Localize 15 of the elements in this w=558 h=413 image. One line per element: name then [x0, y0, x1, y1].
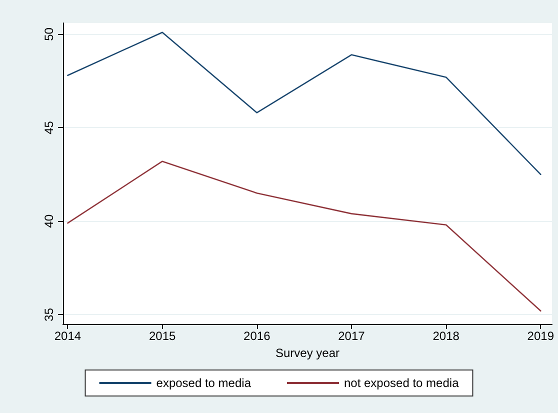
- x-axis-title: Survey year: [275, 346, 340, 360]
- x-tick-label: 2015: [148, 329, 176, 343]
- legend-label: exposed to media: [156, 376, 252, 390]
- x-tick-label: 2019: [527, 329, 554, 343]
- x-tick-label: 2017: [338, 329, 366, 343]
- y-tick-label: 50: [42, 27, 56, 41]
- line-series: [67, 160, 542, 312]
- line-series: [67, 32, 542, 176]
- y-tick-label: 35: [42, 308, 56, 322]
- legend-label: not exposed to media: [344, 376, 460, 390]
- x-tick-label: 2014: [54, 329, 82, 343]
- y-tick-label: 40: [42, 214, 56, 228]
- x-tick-label: 2018: [432, 329, 460, 343]
- y-tick-label: 45: [42, 120, 56, 134]
- x-tick-label: 2016: [244, 329, 271, 343]
